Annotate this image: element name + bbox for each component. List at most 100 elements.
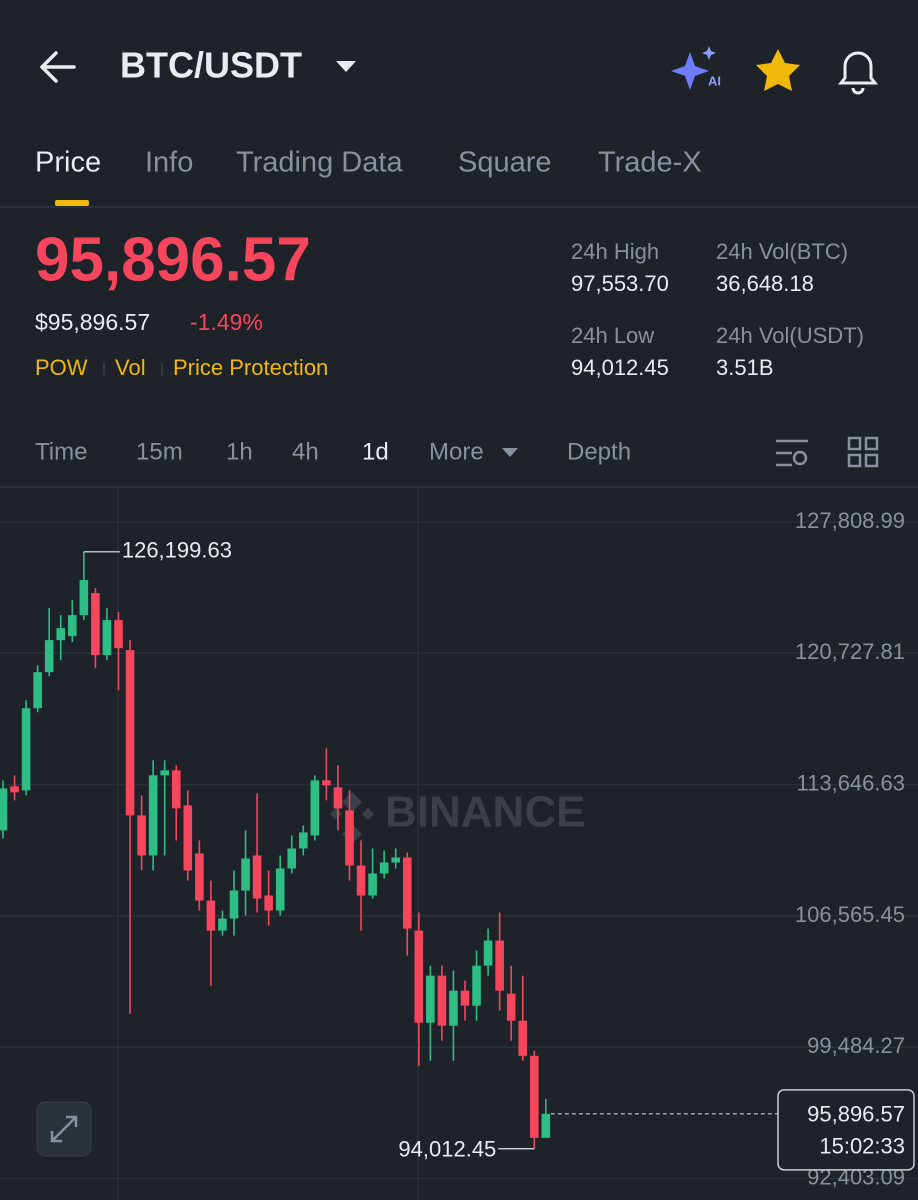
- candle-body: [460, 990, 470, 1006]
- candle-body: [379, 862, 389, 874]
- candle-body: [333, 787, 343, 809]
- more-dropdown[interactable]: [502, 448, 518, 457]
- low-label: 94,012.45: [398, 1137, 496, 1162]
- candle-body: [483, 940, 493, 966]
- ai-button[interactable]: AI: [671, 46, 721, 90]
- candle-body: [137, 815, 146, 856]
- price-change: -1.49%: [190, 309, 263, 335]
- y-tick-label: 120,727.81: [795, 639, 905, 664]
- tab[interactable]: Trading Data: [236, 147, 403, 179]
- interval-tab[interactable]: More: [429, 438, 484, 465]
- layout-button[interactable]: [847, 436, 879, 468]
- interval-tab[interactable]: 1h: [226, 438, 253, 465]
- tab[interactable]: Trade-X: [598, 147, 702, 179]
- candle-body: [218, 918, 227, 931]
- candle-body: [426, 975, 435, 1023]
- candle-body: [252, 855, 262, 899]
- candle-body: [495, 940, 504, 991]
- stat-value: 97,553.70: [571, 271, 669, 296]
- candlestick-chart: BINANCE 92,403.0999,484.27106,565.45113,…: [0, 488, 918, 1200]
- tag[interactable]: POW: [35, 355, 88, 380]
- y-tick-label: 106,565.45: [795, 902, 905, 927]
- candle-body: [10, 786, 19, 793]
- interval-tab[interactable]: 1d: [362, 438, 389, 465]
- candle-body: [183, 805, 193, 871]
- candle-body: [79, 580, 89, 616]
- candle-body: [21, 708, 31, 791]
- countdown-label: 15:02:33: [819, 1134, 905, 1159]
- stat-value: 94,012.45: [571, 355, 669, 380]
- interval-tab[interactable]: Time: [35, 438, 87, 465]
- candle-body: [275, 868, 285, 911]
- interval-tab[interactable]: Depth: [567, 438, 631, 465]
- interval-tab[interactable]: 15m: [136, 438, 183, 465]
- candle-body: [345, 810, 354, 866]
- candle-body: [310, 780, 320, 836]
- candle-body: [391, 857, 400, 863]
- ai-label: AI: [708, 73, 721, 88]
- candle-body: [148, 775, 158, 856]
- candle-body: [322, 780, 331, 786]
- candle-body: [206, 900, 216, 931]
- candle-body: [299, 832, 308, 849]
- candle-body: [287, 848, 297, 869]
- candle-body: [437, 975, 447, 1026]
- candle-body: [68, 615, 77, 637]
- active-tab-indicator: [55, 200, 89, 206]
- candle-body: [449, 990, 458, 1026]
- candle-body: [44, 640, 54, 673]
- candle-body: [368, 873, 377, 896]
- favorite-button[interactable]: [756, 49, 800, 91]
- candle-body: [125, 650, 135, 816]
- stat-value: 3.51B: [716, 355, 774, 380]
- stat-label: 24h Low: [571, 323, 654, 348]
- candle-body: [541, 1113, 551, 1138]
- last-price-label: 95,896.57: [807, 1102, 905, 1127]
- candle-body: [160, 770, 169, 776]
- y-tick-label: 127,808.99: [795, 508, 905, 533]
- candle-body: [264, 895, 273, 911]
- last-price: 95,896.57: [35, 225, 311, 294]
- stat-value: 36,648.18: [716, 271, 814, 296]
- y-tick-label: 113,646.63: [797, 770, 905, 795]
- tag[interactable]: Price Protection: [173, 355, 328, 380]
- fiat-price: $95,896.57: [35, 309, 150, 335]
- candle-body: [0, 788, 8, 831]
- tab[interactable]: Info: [145, 147, 193, 179]
- interval-tab[interactable]: 4h: [292, 438, 319, 465]
- stat-label: 24h High: [571, 239, 659, 264]
- candle-body: [241, 858, 250, 891]
- candle-body: [33, 672, 42, 709]
- candle-body: [171, 770, 181, 809]
- candle-body: [91, 593, 100, 656]
- candle-body: [506, 993, 516, 1021]
- back-button[interactable]: [40, 51, 76, 83]
- last-price-box: [777, 1089, 915, 1171]
- alert-button[interactable]: [837, 51, 879, 95]
- fullscreen-button[interactable]: [36, 1101, 92, 1157]
- candle-body: [114, 620, 123, 649]
- tab[interactable]: Square: [458, 147, 552, 179]
- candle-body: [56, 628, 66, 641]
- candle-body: [356, 865, 366, 896]
- tab[interactable]: Price: [35, 147, 101, 179]
- tag[interactable]: Vol: [115, 355, 146, 380]
- pair-title[interactable]: BTC/USDT: [120, 45, 302, 86]
- high-label: 126,199.63: [122, 538, 232, 563]
- pair-dropdown[interactable]: [336, 61, 356, 72]
- watermark: BINANCE: [385, 788, 585, 837]
- candle-body: [530, 1055, 539, 1138]
- candle-body: [402, 857, 412, 929]
- candle-body: [414, 930, 424, 1023]
- y-tick-label: 99,484.27: [807, 1033, 905, 1058]
- candle-body: [518, 1020, 528, 1056]
- indicator-button[interactable]: [776, 439, 808, 467]
- candle-body: [195, 853, 204, 901]
- stat-label: 24h Vol(USDT): [716, 323, 864, 348]
- candle-body: [229, 890, 239, 919]
- candle-body: [102, 620, 112, 656]
- stat-label: 24h Vol(BTC): [716, 239, 848, 264]
